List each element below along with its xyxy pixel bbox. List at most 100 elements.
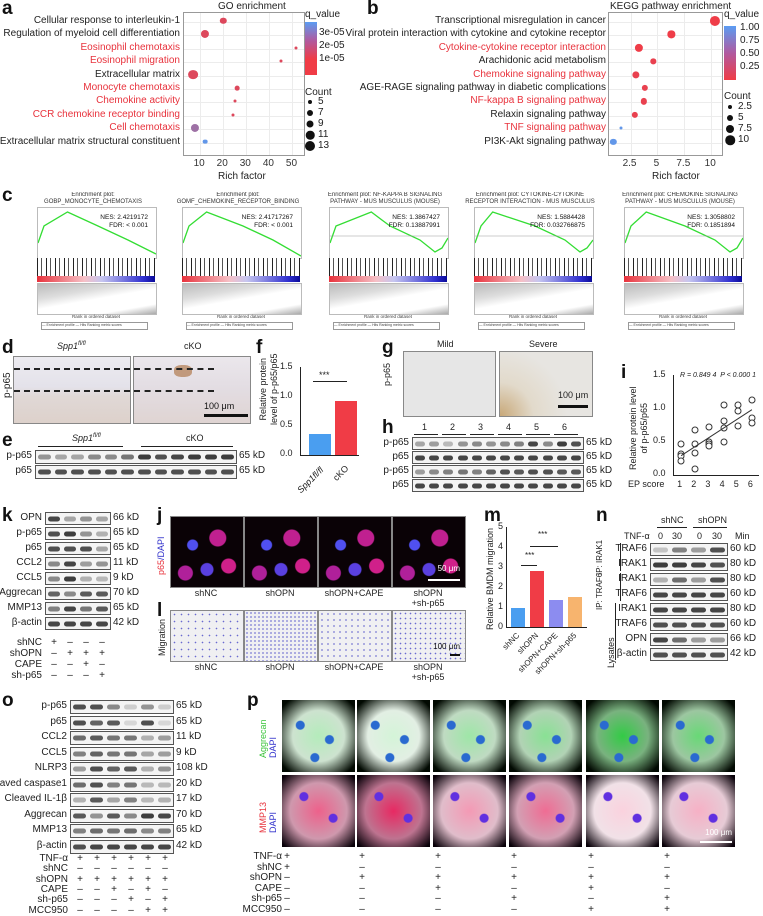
size-legend-tick: 2.5: [738, 101, 752, 112]
gsea-rank-bar: [329, 276, 447, 282]
gsea-nes: NES: 1.5884428: [537, 214, 585, 221]
term-label: Regulation of myeloid cell differentiati…: [3, 28, 180, 40]
blot-lane-box: [45, 572, 111, 585]
band: [653, 547, 668, 552]
i-scatter-chart: [673, 375, 759, 476]
band: [691, 637, 706, 642]
kd-label: 60 kD: [730, 587, 757, 599]
j-scale-bar: [428, 579, 460, 581]
kd-label: 65 kD: [113, 526, 140, 538]
gsea-legend: — Enrichment profile — Hits Ranking metr…: [41, 322, 148, 330]
band: [485, 483, 496, 488]
kd-label: 20 kD: [176, 777, 203, 789]
condition-label: MCC950: [28, 904, 68, 916]
condition-value: –: [94, 863, 100, 875]
p-aggrecan-image: [586, 700, 659, 772]
blot-row-label: CCL5: [16, 571, 42, 583]
band: [48, 561, 60, 566]
h-group-line: [526, 434, 550, 435]
condition-value: +: [111, 873, 117, 885]
panel-letter-a: a: [2, 0, 13, 19]
band: [415, 455, 426, 460]
x-tick: 2.5: [622, 158, 637, 169]
condition-value: –: [67, 637, 73, 648]
band: [691, 652, 706, 657]
gsea-title: Enrichment plot: GOMF_CHEMOKINE_RECEPTOR…: [176, 192, 300, 205]
band: [124, 844, 137, 849]
panel-letter-g: g: [382, 337, 394, 358]
blot-lane-box: [412, 437, 584, 450]
kd-label: 65 kD: [586, 436, 613, 448]
gridline: [609, 129, 722, 131]
condition-value: –: [511, 903, 517, 915]
condition-value: –: [99, 659, 105, 670]
m-bar: [530, 570, 544, 627]
gsea-ranked-metric: [182, 283, 302, 315]
kd-label: 11 kD: [113, 556, 139, 568]
band: [80, 606, 92, 611]
kd-label: 65 kD: [239, 450, 266, 461]
l-row-label: Migration: [157, 618, 167, 656]
h-group-label: 2: [450, 422, 456, 432]
band: [48, 606, 60, 611]
d-image-flox: [13, 356, 131, 424]
size-legend-dot: [728, 105, 732, 109]
band: [90, 751, 103, 756]
blot-row-label: β-actin: [11, 616, 42, 628]
band: [443, 455, 454, 460]
condition-value: +: [145, 873, 151, 885]
data-dot: [610, 138, 617, 145]
m-sig-line-2: [530, 546, 558, 547]
data-dot: [231, 113, 235, 117]
gsea-rank-bar: [624, 276, 742, 282]
band: [90, 828, 103, 834]
kd-label: 11 kD: [176, 731, 202, 742]
gsea-title: Enrichment plot: CHEMOKINE SIGNALING PAT…: [622, 192, 738, 205]
panel-letter-c: c: [2, 185, 13, 206]
gridline: [269, 13, 271, 155]
m-sig-2: ***: [538, 530, 548, 539]
blot-row-label: Aggrecan: [0, 586, 42, 598]
size-legend-dot: [725, 135, 735, 145]
band: [141, 704, 154, 710]
band: [54, 469, 68, 475]
blot-lane-box: [412, 451, 584, 464]
condition-label: shNC: [256, 861, 282, 873]
condition-value: +: [128, 873, 134, 885]
i-data-point: [748, 419, 756, 427]
gridline: [246, 13, 248, 155]
size-legend-tick: 9: [318, 118, 324, 129]
blot-lane-box: [650, 558, 728, 571]
j-col-label: shOPN+CAPE: [324, 588, 384, 598]
term-label: Viral protein interaction with cytokine …: [345, 28, 606, 40]
band: [653, 652, 668, 657]
gsea-xlabel: Rank in ordered dataset: [363, 314, 413, 319]
band: [691, 562, 706, 567]
condition-value: +: [511, 851, 517, 862]
n-group2-line: [693, 527, 727, 528]
band: [500, 469, 511, 474]
gridline: [711, 13, 713, 155]
n-lysates-label: Lysates: [606, 637, 616, 668]
gsea-title: Enrichment plot: NF-KAPPA B SIGNALING PA…: [327, 192, 443, 205]
data-dot: [234, 85, 240, 91]
condition-value: +: [99, 670, 105, 681]
band: [107, 720, 120, 725]
data-dot: [619, 126, 623, 130]
band: [528, 483, 539, 488]
gsea-plot: Enrichment plot: GOMF_CHEMOKINE_RECEPTOR…: [168, 192, 308, 337]
x-tick: 6: [747, 479, 753, 489]
band: [570, 483, 581, 488]
band: [672, 637, 687, 642]
y-tick: 4: [498, 541, 504, 551]
term-label: Eosinophil migration: [89, 55, 180, 67]
band: [107, 828, 120, 834]
band: [471, 455, 482, 460]
band: [64, 621, 76, 626]
term-label: Arachidonic acid metabolism: [478, 55, 606, 67]
condition-value: +: [77, 853, 83, 864]
gsea-ranked-metric: [329, 283, 449, 315]
band: [90, 813, 103, 818]
i-data-point: [705, 423, 713, 431]
panel-letter-n: n: [596, 505, 608, 526]
